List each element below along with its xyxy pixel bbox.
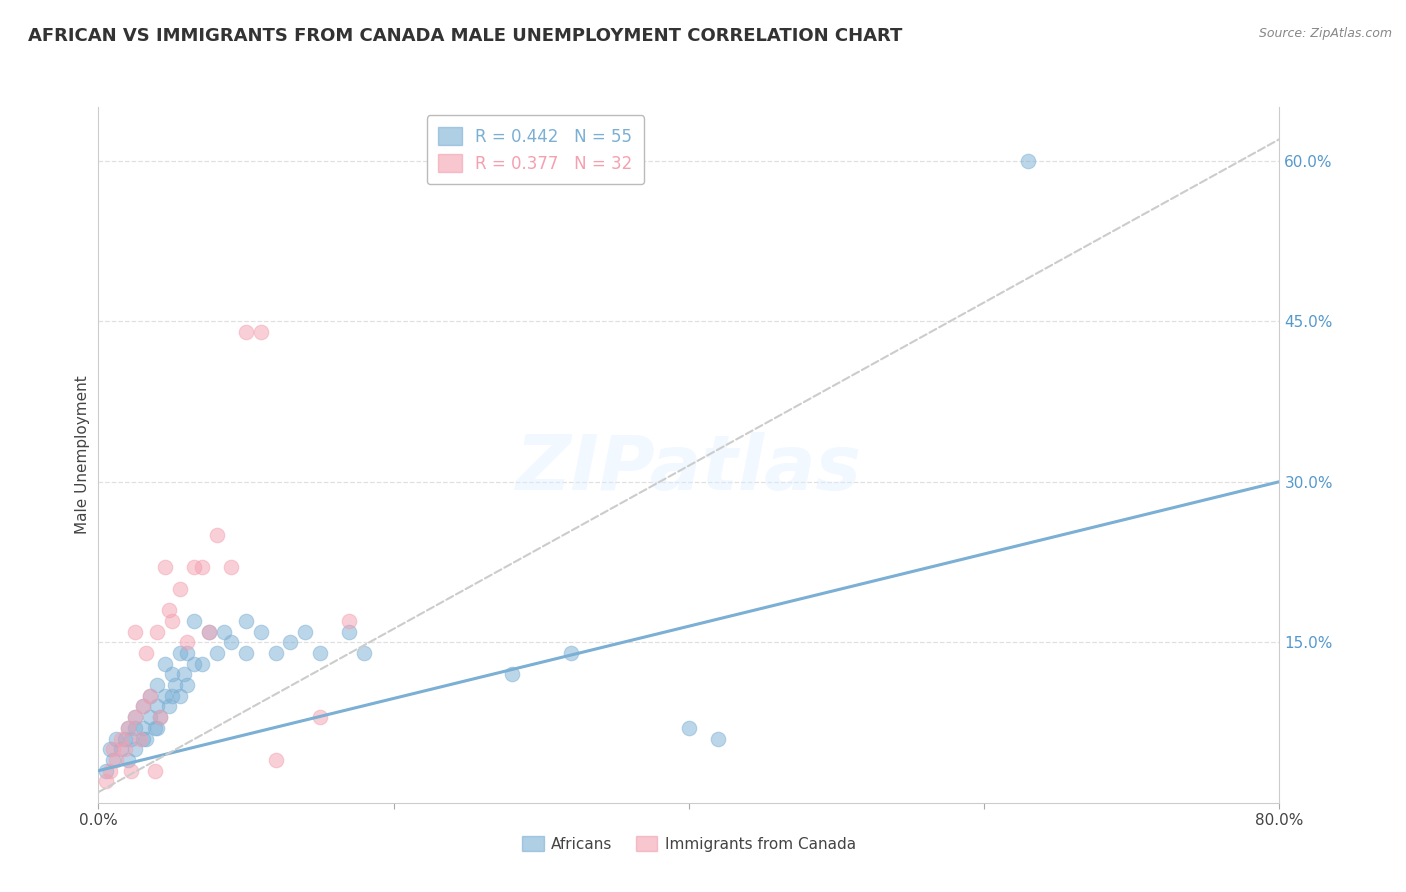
Point	[501, 667, 523, 681]
Point	[198, 624, 221, 639]
Point	[153, 689, 176, 703]
Point	[132, 721, 155, 735]
Point	[173, 667, 195, 681]
Point	[120, 764, 142, 778]
Point	[169, 689, 191, 703]
Point	[162, 614, 183, 628]
Point	[183, 657, 205, 671]
Point	[353, 646, 375, 660]
Point	[250, 624, 273, 639]
Point	[117, 721, 139, 735]
Text: Source: ZipAtlas.com: Source: ZipAtlas.com	[1258, 27, 1392, 40]
Point	[143, 721, 166, 735]
Point	[94, 774, 117, 789]
Point	[264, 646, 287, 660]
Point	[280, 635, 302, 649]
Point	[339, 624, 361, 639]
Point	[146, 699, 169, 714]
Point	[117, 753, 139, 767]
Point	[678, 721, 700, 735]
Point	[235, 646, 257, 660]
Point	[707, 731, 730, 746]
Point	[221, 560, 243, 574]
Point	[198, 624, 221, 639]
Point	[309, 710, 332, 724]
Point	[124, 721, 146, 735]
Point	[146, 624, 169, 639]
Point	[105, 753, 128, 767]
Point	[132, 699, 155, 714]
Point	[165, 678, 187, 692]
Point	[117, 721, 139, 735]
Point	[124, 710, 146, 724]
Point	[169, 582, 191, 596]
Point	[169, 646, 191, 660]
Point	[114, 742, 136, 756]
Point	[221, 635, 243, 649]
Point	[110, 742, 132, 756]
Point	[120, 731, 142, 746]
Text: AFRICAN VS IMMIGRANTS FROM CANADA MALE UNEMPLOYMENT CORRELATION CHART: AFRICAN VS IMMIGRANTS FROM CANADA MALE U…	[28, 27, 903, 45]
Point	[139, 710, 162, 724]
Point	[191, 657, 214, 671]
Point	[146, 678, 169, 692]
Point	[153, 560, 176, 574]
Point	[157, 699, 180, 714]
Point	[124, 624, 146, 639]
Point	[205, 528, 228, 542]
Point	[235, 614, 257, 628]
Point	[132, 731, 155, 746]
Point	[124, 710, 146, 724]
Point	[212, 624, 235, 639]
Point	[264, 753, 287, 767]
Point	[235, 325, 257, 339]
Point	[309, 646, 332, 660]
Point	[560, 646, 582, 660]
Point	[139, 689, 162, 703]
Point	[135, 731, 157, 746]
Point	[124, 742, 146, 756]
Point	[103, 742, 125, 756]
Point	[139, 689, 162, 703]
Point	[135, 646, 157, 660]
Y-axis label: Male Unemployment: Male Unemployment	[75, 376, 90, 534]
Point	[183, 614, 205, 628]
Point	[149, 710, 172, 724]
Point	[176, 635, 198, 649]
Point	[176, 646, 198, 660]
Point	[149, 710, 172, 724]
Point	[162, 667, 183, 681]
Point	[294, 624, 316, 639]
Point	[103, 753, 125, 767]
Point	[128, 731, 150, 746]
Point	[191, 560, 214, 574]
Point	[153, 657, 176, 671]
Point	[110, 731, 132, 746]
Point	[157, 603, 180, 617]
Point	[94, 764, 117, 778]
Point	[1018, 153, 1040, 168]
Point	[250, 325, 273, 339]
Point	[339, 614, 361, 628]
Text: ZIPatlas: ZIPatlas	[516, 432, 862, 506]
Point	[143, 764, 166, 778]
Point	[205, 646, 228, 660]
Point	[98, 764, 121, 778]
Point	[146, 721, 169, 735]
Point	[114, 731, 136, 746]
Point	[105, 731, 128, 746]
Point	[162, 689, 183, 703]
Point	[183, 560, 205, 574]
Point	[132, 699, 155, 714]
Point	[176, 678, 198, 692]
Legend: Africans, Immigrants from Canada: Africans, Immigrants from Canada	[516, 830, 862, 858]
Point	[98, 742, 121, 756]
